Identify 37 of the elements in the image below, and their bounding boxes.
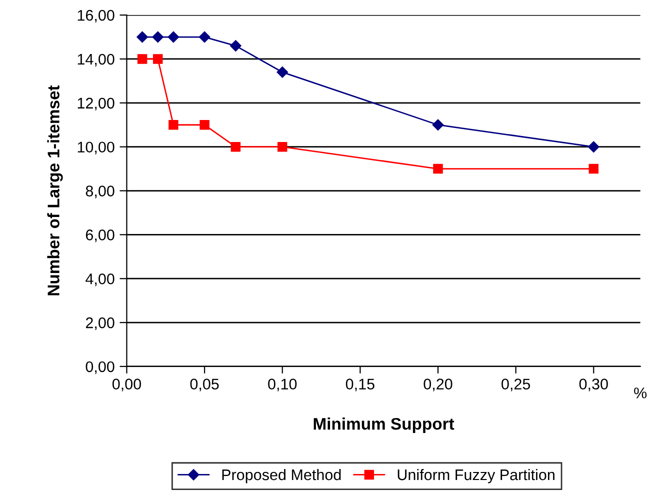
point xyxy=(136,31,148,43)
y-tick-label: 6,00 xyxy=(86,230,114,242)
point xyxy=(276,66,288,78)
x-tick-label: 0,00 xyxy=(112,378,141,392)
point xyxy=(168,31,180,43)
point xyxy=(588,141,600,152)
y-tick-label: 4,00 xyxy=(86,273,114,286)
point xyxy=(200,120,210,130)
point xyxy=(230,40,242,52)
y-tick-label: 14,00 xyxy=(78,54,114,66)
point xyxy=(152,54,163,64)
y-tick-label: 0,00 xyxy=(86,361,114,374)
point xyxy=(198,31,210,43)
point xyxy=(137,54,148,64)
x-tick-label: 0,10 xyxy=(268,378,297,392)
y-tick-label: 10,00 xyxy=(78,142,114,154)
point xyxy=(230,142,241,152)
point xyxy=(432,119,444,130)
y-tick-label: 8,00 xyxy=(86,186,114,198)
text: % xyxy=(634,388,647,398)
x-tick-label: 0,25 xyxy=(502,378,530,392)
y-tick-label: 2,00 xyxy=(86,317,114,330)
x-tick-label: 0,30 xyxy=(579,378,608,392)
x-tick-label: 0,20 xyxy=(424,378,452,392)
y-tick-label: 16,00 xyxy=(78,10,114,23)
point xyxy=(588,164,598,174)
x-tick-label: 0,05 xyxy=(190,378,219,392)
x-tick-label: 0,15 xyxy=(346,378,374,392)
point xyxy=(152,31,164,43)
legend-label: Proposed Method xyxy=(222,468,341,484)
x-axis-title: Minimum Support xyxy=(314,418,454,434)
y-axis-title: Number of Large 1-itemset xyxy=(47,85,63,296)
legend-label: Uniform Fuzzy Partition xyxy=(398,468,554,484)
point xyxy=(278,142,288,152)
point xyxy=(433,164,443,174)
y-tick-label: 12,00 xyxy=(78,98,114,110)
point xyxy=(168,120,178,130)
